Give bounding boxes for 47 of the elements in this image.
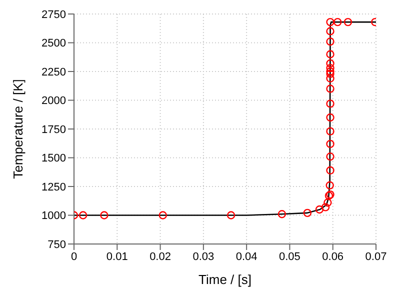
point [334, 18, 342, 26]
point [326, 27, 334, 36]
y-tick-label: 2500 [42, 38, 66, 50]
point [326, 59, 334, 68]
y-tick-label: 750 [48, 238, 66, 251]
point [303, 208, 312, 218]
point [324, 198, 332, 207]
point [344, 18, 352, 26]
point [326, 181, 334, 190]
point [326, 67, 334, 76]
y-tick-label: 2750 [42, 8, 66, 21]
y-tick-label: 1250 [42, 181, 66, 194]
y-tick-label: 1500 [42, 152, 66, 165]
y-tick-label: 2000 [42, 95, 66, 108]
x-tick-label: 0.04 [236, 250, 258, 263]
x-tick-label: 0.01 [106, 250, 128, 263]
y-tick-label: 2250 [42, 66, 66, 78]
y-axis-title: Temperature / [K] [10, 79, 26, 179]
point [326, 38, 334, 46]
point [226, 211, 236, 220]
point [326, 50, 334, 58]
point [158, 211, 167, 220]
point [321, 203, 330, 212]
x-tick-label: 0.02 [150, 250, 171, 263]
point [326, 166, 334, 174]
point [78, 211, 88, 220]
point [278, 210, 286, 218]
x-axis-title: Time / [s] [198, 272, 252, 287]
point [326, 18, 334, 26]
point [326, 70, 334, 78]
point [326, 113, 334, 122]
point [315, 205, 324, 214]
x-tick-label: 0.07 [365, 250, 387, 263]
y-tick-label: 1750 [42, 124, 66, 136]
point [326, 140, 334, 148]
x-tick-label: 0.05 [279, 250, 300, 263]
y-tick-label: 1000 [42, 210, 66, 222]
point [326, 84, 334, 93]
x-tick-label: 0.06 [322, 250, 344, 263]
point [100, 211, 108, 220]
point [326, 74, 334, 82]
x-tick-label: 0.03 [192, 250, 214, 263]
point [326, 64, 334, 72]
point [326, 152, 334, 161]
point [326, 127, 334, 136]
x-tick-label: 0 [70, 250, 78, 263]
point [326, 100, 334, 108]
